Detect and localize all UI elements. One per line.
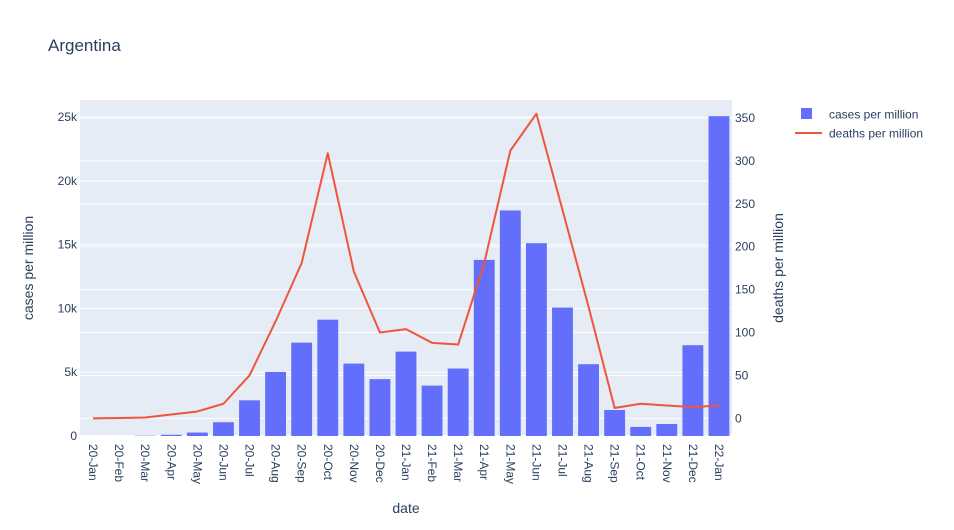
- bar-cases[interactable]: [682, 345, 703, 436]
- x-tick-label: 21-Jan: [399, 444, 413, 481]
- left-tick-label: 10k: [58, 301, 78, 315]
- bar-cases[interactable]: [187, 433, 208, 436]
- legend-label-cases: cases per million: [829, 108, 918, 122]
- bar-cases[interactable]: [500, 210, 521, 436]
- legend-label-deaths: deaths per million: [829, 127, 923, 141]
- left-tick-label: 20k: [58, 174, 78, 188]
- x-tick-label: 20-Mar: [138, 444, 152, 482]
- x-tick-label: 21-Apr: [477, 444, 491, 480]
- right-tick-label: 100: [735, 326, 755, 340]
- bar-cases[interactable]: [265, 372, 286, 436]
- x-tick-label: 22-Jan: [712, 444, 726, 481]
- x-tick-label: 21-Dec: [686, 444, 700, 483]
- x-axis-title: date: [392, 500, 419, 516]
- chart-title: Argentina: [48, 36, 121, 55]
- x-tick-label: 21-Aug: [582, 444, 596, 483]
- left-tick-label: 5k: [64, 365, 78, 379]
- x-tick-label: 20-Oct: [321, 444, 335, 481]
- bar-cases[interactable]: [526, 243, 547, 436]
- x-tick-label: 20-Jun: [216, 444, 230, 481]
- x-tick-label: 21-Jul: [555, 444, 569, 477]
- x-tick-label: 20-Jan: [86, 444, 100, 481]
- right-tick-label: 50: [735, 368, 749, 382]
- right-tick-label: 250: [735, 197, 755, 211]
- left-tick-label: 25k: [58, 110, 78, 124]
- x-tick-label: 20-Nov: [347, 444, 361, 483]
- x-tick-label: 21-Sep: [608, 444, 622, 483]
- x-tick-label: 21-Jun: [529, 444, 543, 481]
- left-axis-title: cases per million: [20, 216, 36, 320]
- x-tick-label: 20-Dec: [373, 444, 387, 483]
- bar-cases[interactable]: [578, 364, 599, 436]
- bar-cases[interactable]: [422, 386, 443, 436]
- bar-cases[interactable]: [239, 400, 260, 436]
- bar-cases[interactable]: [656, 424, 677, 436]
- x-tick-label: 21-Nov: [660, 444, 674, 483]
- bar-cases[interactable]: [343, 364, 364, 436]
- bar-cases[interactable]: [291, 343, 312, 436]
- right-tick-label: 200: [735, 240, 755, 254]
- bar-cases[interactable]: [317, 320, 338, 436]
- right-tick-label: 300: [735, 154, 755, 168]
- x-tick-label: 20-Sep: [295, 444, 309, 483]
- x-tick-label: 20-Apr: [164, 444, 178, 480]
- x-tick-label: 20-Aug: [269, 444, 283, 483]
- bar-cases[interactable]: [448, 369, 469, 436]
- right-axis-title: deaths per million: [770, 213, 786, 323]
- x-tick-label: 20-Jul: [243, 444, 257, 477]
- bar-cases[interactable]: [369, 379, 390, 436]
- bar-cases[interactable]: [161, 435, 182, 436]
- right-tick-label: 150: [735, 283, 755, 297]
- bar-cases[interactable]: [630, 427, 651, 436]
- right-tick-label: 0: [735, 411, 742, 425]
- x-tick-label: 21-May: [503, 444, 517, 484]
- left-tick-label: 0: [70, 429, 77, 443]
- legend-swatch-cases: [801, 108, 812, 119]
- bar-cases[interactable]: [396, 352, 417, 436]
- x-tick-label: 20-May: [190, 444, 204, 484]
- bar-cases[interactable]: [213, 422, 234, 436]
- x-tick-label: 21-Oct: [634, 444, 648, 481]
- bar-cases[interactable]: [552, 308, 573, 436]
- x-tick-label: 21-Mar: [451, 444, 465, 482]
- bar-cases[interactable]: [709, 116, 730, 436]
- right-tick-label: 350: [735, 111, 755, 125]
- left-tick-label: 15k: [58, 238, 78, 252]
- x-tick-label: 21-Feb: [425, 444, 439, 482]
- x-tick-label: 20-Feb: [112, 444, 126, 482]
- bar-cases[interactable]: [604, 410, 625, 436]
